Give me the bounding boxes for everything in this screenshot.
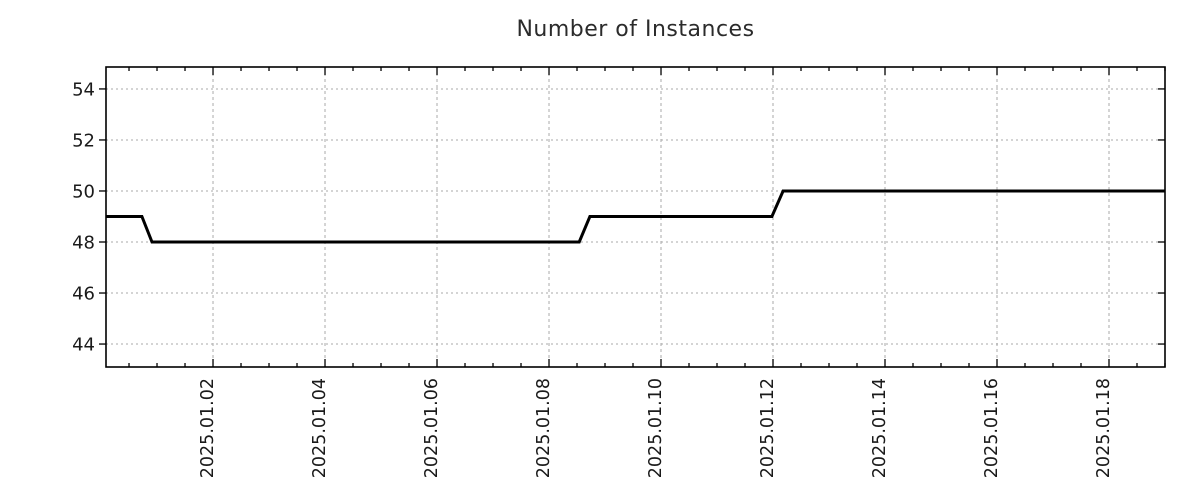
x-tick-label: 2025.01.14 — [870, 378, 890, 478]
x-tick-label: 2025.01.08 — [534, 378, 554, 478]
y-tick-label: 46 — [72, 284, 95, 305]
x-tick-label: 2025.01.04 — [310, 378, 330, 478]
x-tick-label: 2025.01.06 — [422, 378, 442, 478]
x-tick-label: 2025.01.18 — [1094, 378, 1114, 478]
plot-border — [105, 66, 1166, 368]
x-tick-label: 2025.01.12 — [758, 378, 778, 478]
chart-title: Number of Instances — [516, 17, 755, 42]
series-line-instances — [106, 189, 1165, 244]
y-tick-label: 52 — [72, 130, 95, 151]
y-tick-label: 50 — [72, 181, 95, 202]
x-tick-label: 2025.01.10 — [646, 378, 666, 478]
y-tick-label: 54 — [72, 79, 95, 100]
y-tick-label: 44 — [72, 335, 95, 356]
x-tick-label: 2025.01.02 — [198, 378, 218, 478]
y-tick-label: 48 — [72, 233, 95, 254]
x-tick-label: 2025.01.16 — [982, 378, 1002, 478]
